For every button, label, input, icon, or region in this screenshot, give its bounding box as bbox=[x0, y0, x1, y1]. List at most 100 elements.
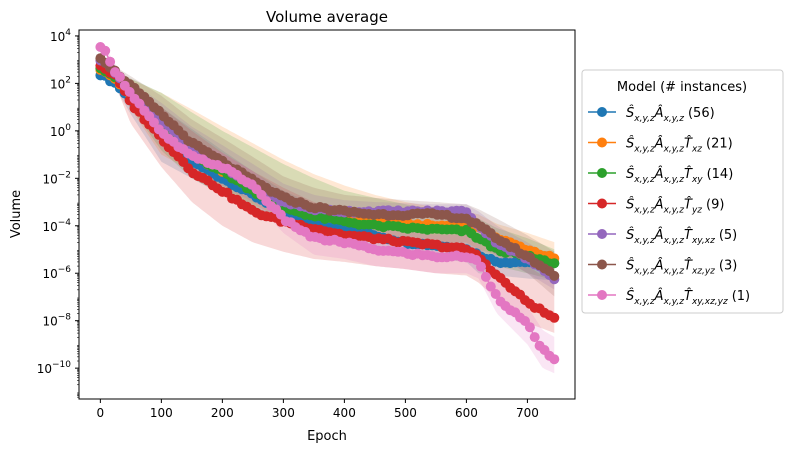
y-tick-exponent: 4 bbox=[65, 28, 71, 38]
legend-title: Model (# instances) bbox=[617, 80, 747, 95]
x-tick-label: 700 bbox=[516, 406, 539, 420]
legend-symbol: Â bbox=[654, 136, 664, 152]
legend-subscript: x,y,z bbox=[633, 114, 655, 124]
legend-symbol: T̂ bbox=[684, 197, 693, 212]
legend-entry: Ŝx,y,zÂx,y,zT̂xy,xz (5) bbox=[588, 227, 737, 246]
y-tick-base: 10 bbox=[37, 362, 52, 376]
y-tick-exponent: −8 bbox=[58, 313, 72, 323]
legend-marker bbox=[597, 259, 607, 270]
x-axis-ticks: 0 100 200 300 400 500 600 700 bbox=[97, 399, 539, 420]
legend-count: (9) bbox=[706, 198, 724, 213]
legend-count: (14) bbox=[707, 167, 734, 182]
legend-subscript: x,y,z bbox=[633, 297, 655, 307]
data-point bbox=[100, 45, 111, 56]
x-tick-label: 300 bbox=[272, 406, 295, 420]
legend-symbol: Â bbox=[654, 288, 664, 304]
data-point bbox=[485, 281, 496, 292]
legend-symbol: T̂ bbox=[684, 136, 693, 151]
legend-entry: Ŝx,y,zÂx,y,zT̂yz (9) bbox=[588, 197, 724, 216]
y-tick-label: 102 bbox=[50, 75, 71, 91]
legend-symbol: Â bbox=[654, 197, 664, 213]
legend-subscript: x,y,z bbox=[633, 206, 655, 216]
data-point bbox=[476, 261, 486, 272]
x-tick-label: 400 bbox=[333, 406, 356, 420]
legend-symbol: Ŝ bbox=[626, 227, 634, 243]
legend-label: Ŝx,y,zÂx,y,zT̂xy (14) bbox=[626, 166, 733, 185]
legend-subscript: xy bbox=[691, 175, 703, 185]
x-tick-label: 600 bbox=[455, 406, 478, 420]
legend-symbol: Â bbox=[654, 258, 664, 274]
legend-subscript: yz bbox=[691, 206, 702, 216]
legend-label: Ŝx,y,zÂx,y,zT̂xz,yz (3) bbox=[626, 258, 737, 277]
legend-symbol: Ŝ bbox=[626, 258, 634, 274]
data-point bbox=[549, 354, 560, 365]
y-tick-exponent: −10 bbox=[52, 360, 71, 370]
y-tick-exponent: 0 bbox=[65, 123, 71, 133]
legend-count: (21) bbox=[706, 137, 733, 152]
legend-subscript: xy,xz bbox=[691, 236, 715, 246]
y-tick-base: 10 bbox=[50, 30, 65, 44]
legend-subscript: x,y,z bbox=[663, 206, 685, 216]
legend-symbol: T̂ bbox=[684, 258, 693, 273]
series-points bbox=[95, 42, 560, 365]
y-tick-base: 10 bbox=[42, 172, 57, 186]
legend-subscript: xy,xz,yz bbox=[691, 297, 728, 307]
y-tick-base: 10 bbox=[50, 77, 65, 91]
y-tick-exponent: −6 bbox=[58, 265, 72, 275]
legend-symbol: Ŝ bbox=[626, 197, 634, 213]
legend-label: Ŝx,y,zÂx,y,zT̂yz (9) bbox=[626, 197, 724, 216]
y-tick-label: 10−4 bbox=[42, 218, 71, 234]
y-tick-label: 104 bbox=[50, 28, 71, 44]
legend-symbol: Ŝ bbox=[626, 288, 634, 304]
legend-label: Ŝx,y,zÂx,y,zT̂xy,xz,yz (1) bbox=[626, 288, 750, 307]
y-tick-exponent: −4 bbox=[58, 218, 72, 228]
legend-symbol: Ŝ bbox=[626, 105, 634, 121]
legend-symbol: Â bbox=[654, 166, 664, 182]
legend-label: Ŝx,y,zÂx,y,zT̂xy,xz (5) bbox=[626, 227, 737, 246]
legend-marker bbox=[597, 168, 607, 178]
chart-title: Volume average bbox=[266, 8, 388, 26]
data-point bbox=[149, 117, 159, 128]
data-point bbox=[480, 271, 491, 282]
legend-count: (5) bbox=[719, 228, 737, 243]
x-tick-label: 0 bbox=[97, 406, 105, 420]
legend-marker bbox=[597, 137, 607, 148]
data-point bbox=[549, 312, 560, 323]
legend-entry: Ŝx,y,zÂx,y,zT̂xz (21) bbox=[588, 136, 733, 155]
y-tick-exponent: −2 bbox=[58, 170, 71, 180]
legend-count: (56) bbox=[688, 106, 715, 121]
legend-subscript: x,y,z bbox=[663, 175, 685, 185]
x-axis-label: Epoch bbox=[307, 429, 347, 444]
data-point bbox=[549, 270, 560, 281]
y-tick-label: 10−8 bbox=[42, 313, 71, 329]
confidence-band bbox=[100, 63, 555, 333]
legend-count: (1) bbox=[732, 289, 750, 304]
legend-label: Ŝx,y,zÂx,y,z (56) bbox=[626, 105, 715, 124]
legend-symbol: T̂ bbox=[684, 289, 693, 304]
legend-symbol: Â bbox=[654, 105, 664, 121]
y-axis-label: Volume bbox=[9, 190, 24, 238]
legend-entry: Ŝx,y,zÂx,y,z (56) bbox=[588, 105, 715, 124]
legend-marker bbox=[597, 229, 607, 239]
y-tick-base: 10 bbox=[50, 125, 65, 139]
legend-subscript: x,y,z bbox=[633, 145, 655, 155]
y-tick-base: 10 bbox=[42, 315, 57, 329]
legend-subscript: xz,yz bbox=[691, 267, 715, 277]
y-tick-label: 10−10 bbox=[37, 360, 72, 376]
legend-entry: Ŝx,y,zÂx,y,zT̂xz,yz (3) bbox=[588, 258, 737, 277]
legend-subscript: x,y,z bbox=[663, 267, 685, 277]
legend-subscript: x,y,z bbox=[663, 236, 685, 246]
legend-symbol: T̂ bbox=[684, 228, 693, 243]
legend-marker bbox=[597, 198, 607, 209]
legend-marker bbox=[597, 107, 607, 117]
legend-subscript: x,y,z bbox=[633, 175, 655, 185]
legend-subscript: x,y,z bbox=[633, 236, 655, 246]
legend-label: Ŝx,y,zÂx,y,zT̂xz (21) bbox=[626, 136, 733, 155]
y-tick-label: 10−6 bbox=[42, 265, 71, 281]
legend-entry: Ŝx,y,zÂx,y,zT̂xy,xz,yz (1) bbox=[588, 288, 750, 307]
data-point bbox=[524, 322, 535, 333]
y-tick-base: 10 bbox=[42, 267, 57, 281]
legend-symbol: Â bbox=[654, 227, 664, 243]
